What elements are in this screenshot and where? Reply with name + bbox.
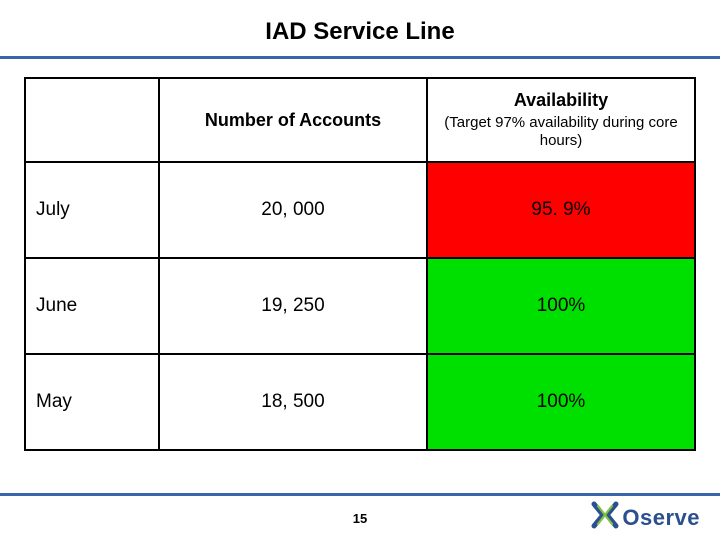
cell-accounts: 20, 000 <box>159 162 427 258</box>
page-title: IAD Service Line <box>0 0 720 56</box>
cell-availability: 100% <box>427 258 695 354</box>
cell-month: July <box>25 162 159 258</box>
logo-x-icon <box>591 501 619 534</box>
cell-availability: 95. 9% <box>427 162 695 258</box>
logo-text: Oserve <box>622 505 700 531</box>
service-table: Number of Accounts Availability (Target … <box>24 77 696 451</box>
brand-logo: Oserve <box>591 501 700 534</box>
footer-rule <box>0 493 720 496</box>
col-header-availability: Availability (Target 97% availability du… <box>427 78 695 162</box>
table-row: May 18, 500 100% <box>25 354 695 450</box>
table-container: Number of Accounts Availability (Target … <box>0 59 720 451</box>
availability-header-sub: (Target 97% availability during core hou… <box>436 114 686 152</box>
cell-accounts: 18, 500 <box>159 354 427 450</box>
col-header-month <box>25 78 159 162</box>
table-row: July 20, 000 95. 9% <box>25 162 695 258</box>
table-row: June 19, 250 100% <box>25 258 695 354</box>
table-header-row: Number of Accounts Availability (Target … <box>25 78 695 162</box>
cell-month: June <box>25 258 159 354</box>
cell-month: May <box>25 354 159 450</box>
cell-availability: 100% <box>427 354 695 450</box>
cell-accounts: 19, 250 <box>159 258 427 354</box>
availability-header-main: Availability <box>514 90 608 110</box>
col-header-accounts: Number of Accounts <box>159 78 427 162</box>
